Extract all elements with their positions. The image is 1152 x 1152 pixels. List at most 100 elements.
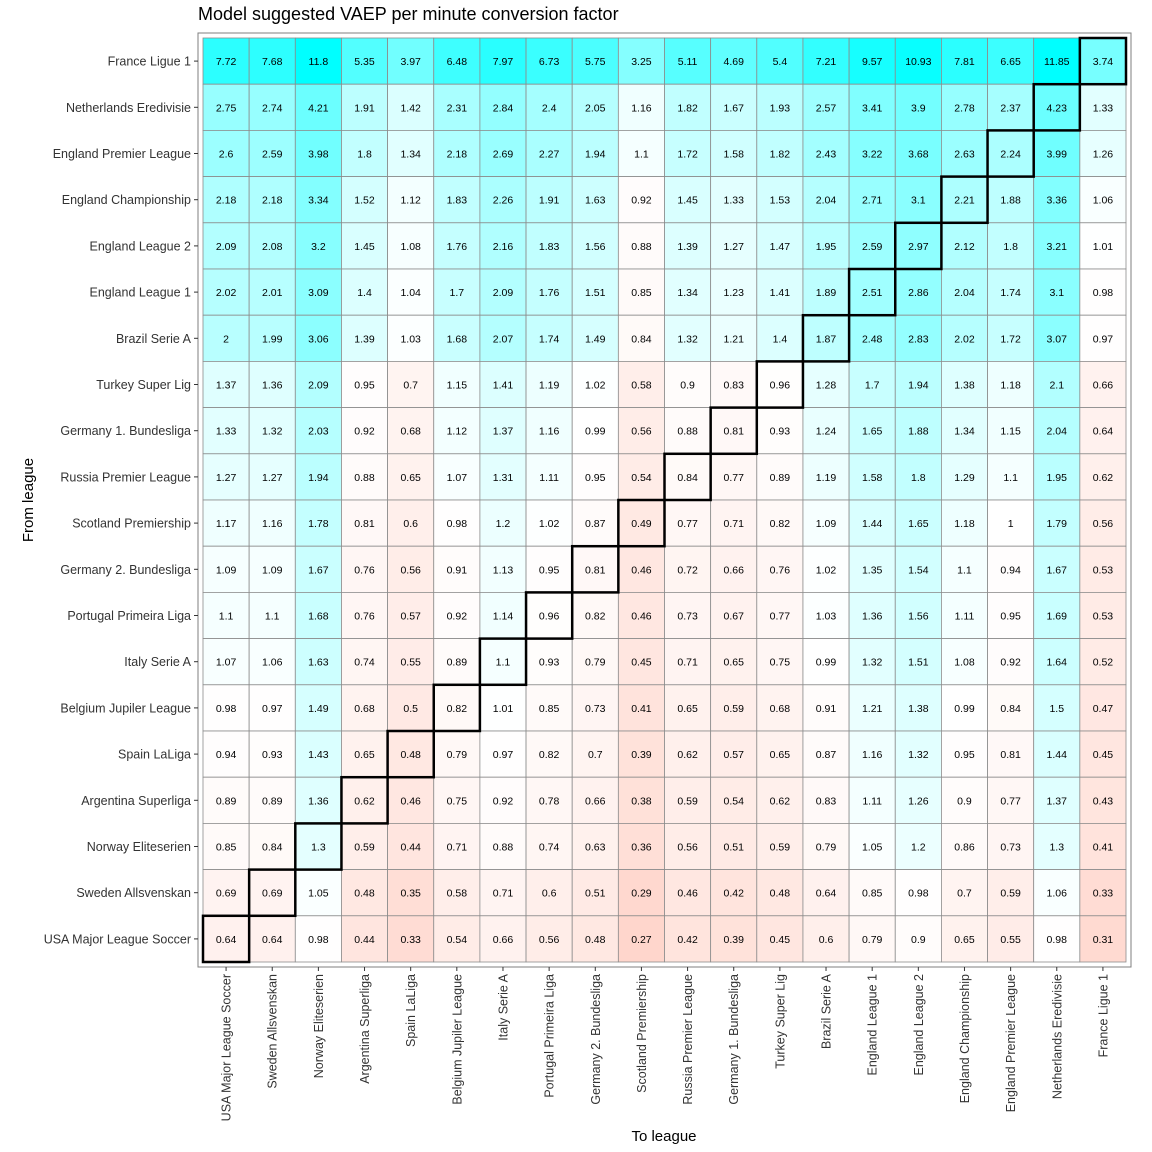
cell-value-label: 0.46	[677, 888, 698, 900]
heatmap-cell	[617, 869, 665, 917]
cell-value-label: 1.49	[308, 703, 329, 715]
cell-value-label: 0.6	[542, 888, 557, 900]
cell-value-label: 1.03	[400, 333, 421, 345]
y-tick-label: Sweden Allsvenskan	[76, 886, 191, 900]
heatmap-cell	[941, 37, 988, 85]
heatmap-cell	[248, 545, 296, 593]
heatmap-cell	[848, 407, 896, 455]
same-league-cell-outline	[663, 452, 712, 502]
cell-value-label: 1.91	[354, 102, 375, 114]
cell-value-label: 3.06	[308, 333, 329, 345]
heatmap-cell	[802, 545, 850, 593]
heatmap-cell	[387, 314, 435, 362]
cell-value-label: 2.09	[308, 380, 329, 392]
cell-value-label: 0.6	[403, 518, 418, 530]
cell-value-label: 1.83	[539, 241, 560, 253]
heatmap-cell	[525, 499, 573, 547]
cell-value-label: 1.32	[262, 426, 283, 438]
heatmap-cell	[1079, 499, 1127, 547]
cell-value-label: 1.51	[585, 287, 606, 299]
cell-value-label: 2.78	[954, 102, 975, 114]
cell-value-label: 0.96	[539, 611, 560, 623]
cell-value-label: 0.7	[588, 749, 603, 761]
heatmap-cell	[341, 268, 389, 316]
y-tick-label: England Championship	[62, 193, 191, 207]
cell-value-label: 1.68	[308, 611, 329, 623]
cell-value-label: 0.69	[262, 888, 283, 900]
heatmap-cell	[710, 592, 758, 640]
heatmap-cell	[248, 499, 296, 547]
cell-value-label: 1.02	[539, 518, 560, 530]
heatmap-cell	[1079, 407, 1127, 455]
y-tick-label: Turkey Super Lig	[96, 378, 191, 392]
cell-value-label: 2.75	[216, 102, 237, 114]
heatmap-cell	[710, 823, 758, 871]
cell-value-label: 0.97	[493, 749, 514, 761]
heatmap-cell	[710, 545, 758, 593]
cell-value-label: 1.82	[770, 149, 791, 161]
y-tick-label: Portugal Primeira Liga	[67, 609, 191, 623]
diagonal-outline	[201, 36, 1128, 964]
heatmap-cell	[525, 407, 573, 455]
cell-value-label: 0.72	[677, 564, 698, 576]
cell-value-label: 1.18	[1000, 380, 1021, 392]
same-league-cell-outline	[755, 360, 805, 409]
cell-value-label: 0.71	[724, 518, 745, 530]
same-league-cell-outline	[201, 914, 251, 964]
heatmap-cell	[571, 129, 619, 177]
cell-value-label: 0.9	[957, 795, 972, 807]
heatmap-cell	[941, 823, 988, 871]
cell-value-label: 7.21	[816, 56, 837, 68]
heatmap-cell	[248, 314, 296, 362]
cell-value-label: 0.79	[447, 749, 468, 761]
heatmap-cell	[848, 83, 896, 131]
cell-value-label: 0.43	[1093, 795, 1114, 807]
cell-value-label: 0.84	[262, 842, 283, 854]
cell-value-label: 0.77	[724, 472, 745, 484]
heatmap-cell	[479, 684, 527, 732]
heatmap-cell	[756, 869, 804, 917]
heatmap-cell	[1033, 222, 1081, 270]
cell-value-label: 1.56	[908, 611, 929, 623]
heatmap-cell	[294, 129, 342, 177]
heatmap-cell	[479, 222, 527, 270]
cell-value-label: 0.39	[631, 749, 652, 761]
heatmap-cell	[664, 83, 712, 131]
cell-value-label: 2.27	[539, 149, 560, 161]
cell-value-label: 1.15	[447, 380, 468, 392]
heatmap-cell	[433, 129, 481, 177]
cell-value-label: 1.1	[265, 611, 280, 623]
heatmap-cell	[525, 730, 573, 778]
cell-value-label: 0.88	[631, 241, 652, 253]
cell-value-label: 0.51	[585, 888, 606, 900]
heatmap-cell	[525, 360, 573, 408]
heatmap-cell	[202, 684, 250, 732]
cell-value-label: 0.44	[400, 842, 421, 854]
same-league-cell-outline	[294, 822, 343, 871]
heatmap-cell	[1079, 176, 1127, 224]
cell-value-label: 1.27	[262, 472, 283, 484]
cell-value-label: 0.41	[1093, 842, 1114, 854]
heatmap-cell	[894, 776, 942, 824]
cell-value-label: 0.82	[539, 749, 560, 761]
heatmap-cell	[894, 407, 942, 455]
cell-value-label: 0.71	[447, 842, 468, 854]
cell-value-label: 0.99	[954, 703, 975, 715]
cell-value-label: 0.58	[631, 380, 652, 392]
cell-value-label: 1.67	[724, 102, 745, 114]
same-league-cell-outline	[1032, 82, 1082, 132]
cell-value-label: 0.65	[400, 472, 421, 484]
same-league-cell-outline	[986, 129, 1035, 178]
cell-value-label: 1.06	[1093, 195, 1114, 207]
cell-value-label: 0.42	[677, 934, 698, 946]
cell-value-label: 1.88	[1000, 195, 1021, 207]
x-tick-label: Germany 1. Bundesliga	[727, 974, 741, 1105]
heatmap-cell	[525, 268, 573, 316]
heatmap-cell	[664, 592, 712, 640]
cell-value-label: 2.43	[816, 149, 837, 161]
cell-value-label: 1.36	[308, 795, 329, 807]
heatmap-cell	[387, 592, 435, 640]
heatmap-cell	[248, 222, 296, 270]
cell-value-label: 0.63	[585, 842, 606, 854]
cell-value-label: 1.23	[724, 287, 745, 299]
